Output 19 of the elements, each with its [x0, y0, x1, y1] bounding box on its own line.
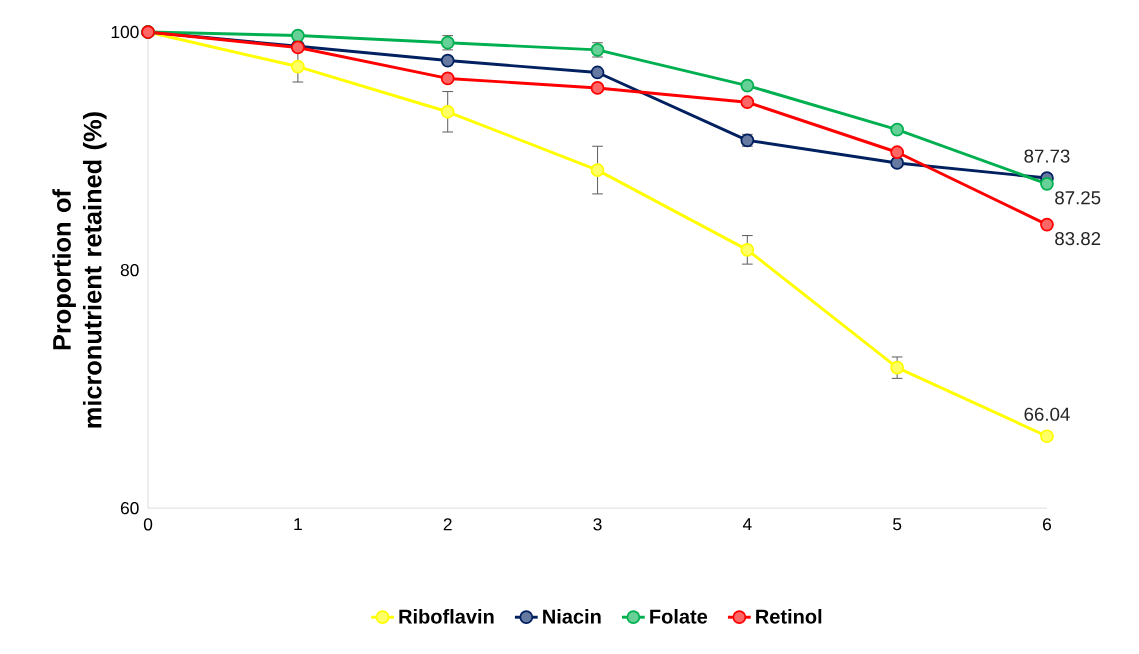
legend-label: Niacin [543, 609, 601, 624]
x-tick-label: 5 [893, 518, 902, 531]
x-tick-label: 1 [294, 518, 302, 531]
x-tick-label: 6 [1043, 518, 1052, 531]
legend-label: Riboflavin [399, 609, 494, 624]
data-label: 87.73 [1024, 149, 1070, 163]
data-label: 87.25 [1055, 191, 1101, 205]
x-tick-label: 4 [742, 518, 752, 531]
y-tick-label: 80 [120, 264, 139, 277]
data-label: 83.82 [1055, 232, 1101, 246]
x-tick-label: 2 [443, 518, 452, 531]
y-axis-title: Proportion of micronutrient retained (%) [52, 112, 107, 428]
data-label: 66.04 [1024, 407, 1070, 422]
legend-label: Retinol [756, 609, 822, 624]
y-tick-label: 60 [120, 502, 139, 515]
x-tick-label: 3 [593, 518, 602, 531]
x-tick-label: 0 [143, 518, 153, 531]
legend-label: Folate [650, 609, 708, 624]
y-tick-label: 100 [111, 26, 139, 39]
